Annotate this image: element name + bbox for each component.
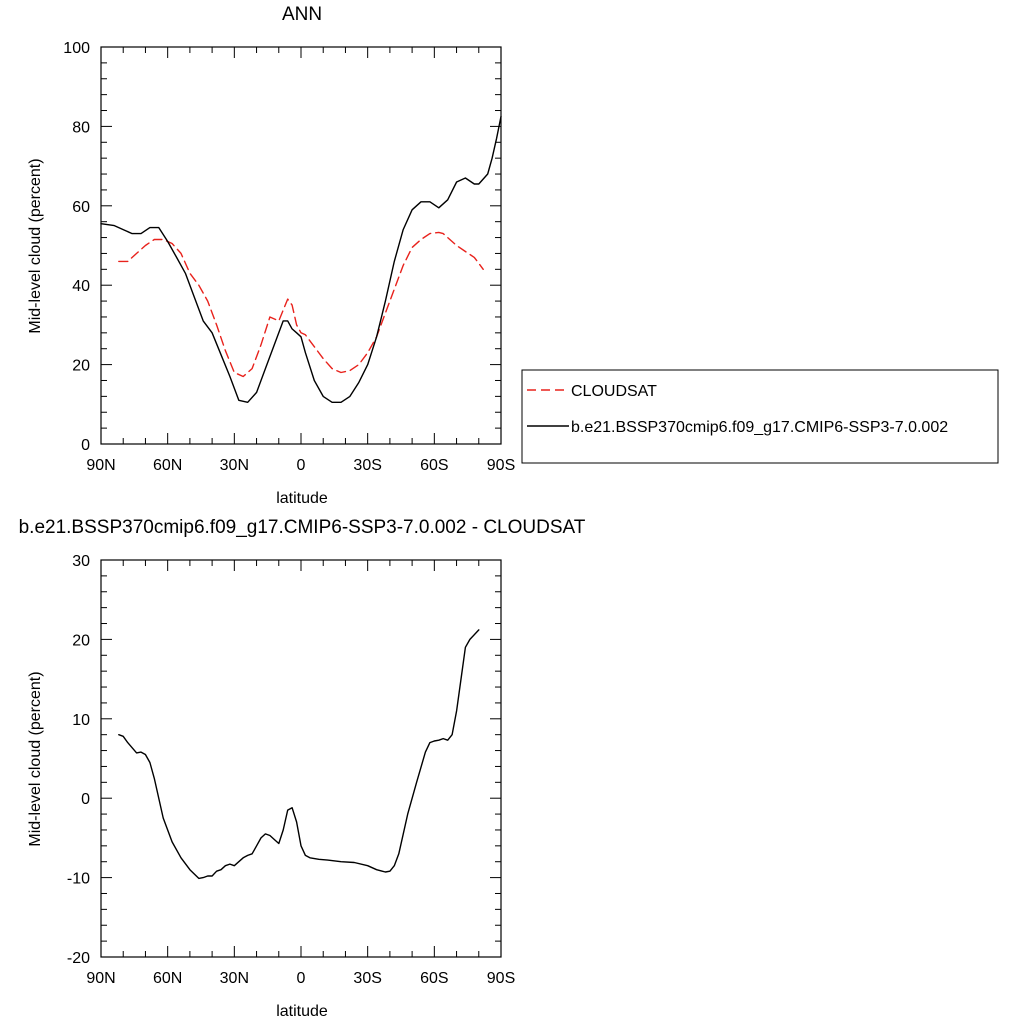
top-series-lines — [100, 115, 502, 403]
top-y-axis-label: Mid-level cloud (percent) — [27, 158, 44, 333]
x-tick-label: 90N — [86, 970, 115, 987]
bottom-chart-title: b.e21.BSSP370cmip6.f09_g17.CMIP6-SSP3-7.… — [19, 517, 586, 538]
y-tick-label: 30 — [72, 553, 90, 570]
y-tick-label: 0 — [81, 791, 90, 808]
y-tick-label: -10 — [67, 871, 90, 888]
bottom-tick-labels: 90N 60N 30N 0 30S 60S 90S -20 -10 0 10 20 30 — [67, 553, 515, 987]
top-tick-marks — [100, 46, 502, 445]
bottom-series-lines — [118, 629, 480, 880]
x-tick-label: 60S — [420, 970, 448, 987]
bottom-tick-marks — [100, 559, 502, 958]
y-tick-label: 40 — [72, 278, 90, 295]
y-tick-label: 80 — [72, 119, 90, 136]
legend-label-cloudsat: CLOUDSAT — [571, 383, 657, 400]
top-chart-title: ANN — [282, 4, 322, 25]
y-tick-label: 10 — [72, 712, 90, 729]
top-plot-frame — [100, 46, 502, 445]
series-line-0 — [118, 231, 484, 378]
x-tick-label: 30N — [220, 970, 249, 987]
x-tick-label: 30N — [220, 457, 249, 474]
series-line-1 — [100, 115, 502, 403]
x-tick-label: 60N — [153, 970, 182, 987]
x-tick-label: 90N — [86, 457, 115, 474]
x-tick-label: 0 — [297, 970, 306, 987]
top-tick-labels: 90N 60N 30N 0 30S 60S 90S 0 20 40 60 80 100 — [63, 40, 515, 474]
x-tick-label: 0 — [297, 457, 306, 474]
top-panel: ANN 90N 60N 30N 0 30S 60S 90S 0 20 40 60 80 100 lati… — [27, 4, 999, 507]
legend-box — [521, 369, 999, 464]
bottom-plot-frame — [100, 559, 502, 958]
bottom-panel: b.e21.BSSP370cmip6.f09_g17.CMIP6-SSP3-7.… — [19, 517, 586, 1020]
x-tick-label: 60N — [153, 457, 182, 474]
x-tick-label: 60S — [420, 457, 448, 474]
bottom-x-axis-label: latitude — [276, 1003, 328, 1020]
y-tick-label: -20 — [67, 950, 90, 967]
x-tick-label: 90S — [487, 970, 515, 987]
x-tick-label: 30S — [353, 457, 381, 474]
y-tick-label: 20 — [72, 358, 90, 375]
y-tick-label: 20 — [72, 632, 90, 649]
y-tick-label: 60 — [72, 199, 90, 216]
bottom-y-axis-label: Mid-level cloud (percent) — [27, 671, 44, 846]
y-tick-label: 0 — [81, 437, 90, 454]
top-x-axis-label: latitude — [276, 490, 328, 507]
x-tick-label: 90S — [487, 457, 515, 474]
y-tick-label: 100 — [63, 40, 90, 57]
legend: CLOUDSAT b.e21.BSSP370cmip6.f09_g17.CMIP… — [521, 369, 999, 464]
x-tick-label: 30S — [353, 970, 381, 987]
series-line-0 — [118, 629, 480, 880]
legend-label-model: b.e21.BSSP370cmip6.f09_g17.CMIP6-SSP3-7.… — [571, 419, 948, 436]
